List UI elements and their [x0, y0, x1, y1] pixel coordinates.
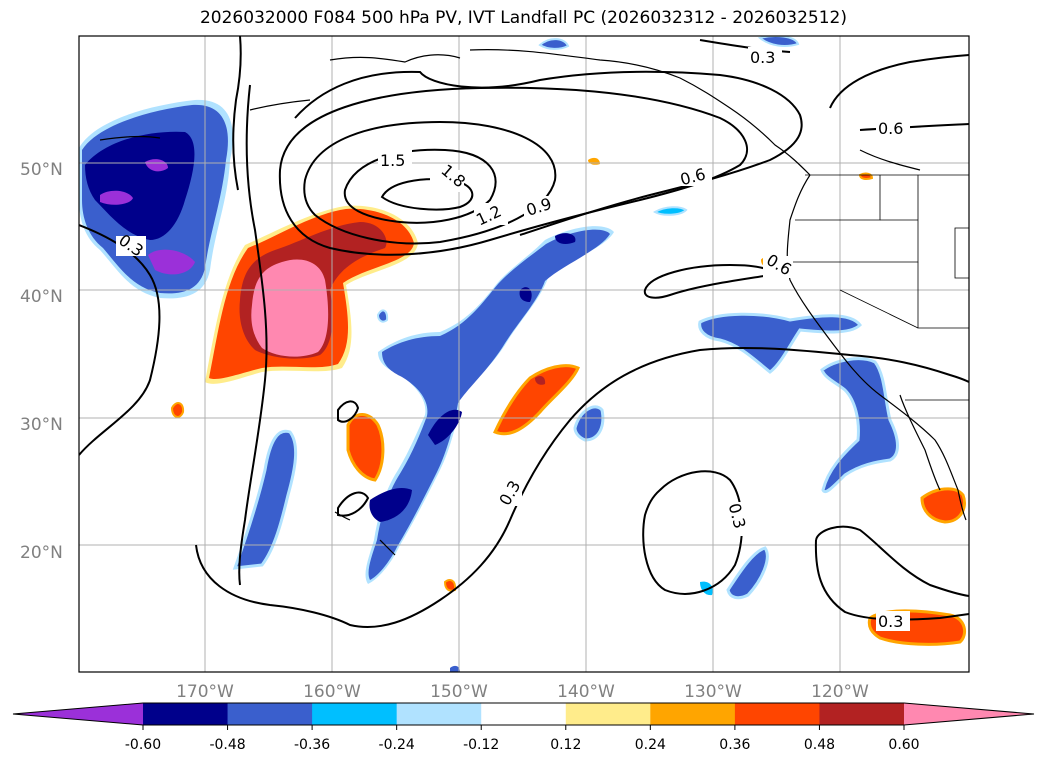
negative-anomaly-small-1: [700, 581, 713, 596]
state-borders: [788, 174, 969, 401]
colorbar-tick-label: 0.48: [804, 737, 835, 753]
colorbar-extend-min: [13, 703, 143, 725]
lat-label-50n: 50°N: [20, 160, 63, 180]
colorbar-tick-label: 0.36: [719, 737, 750, 753]
lon-label-160w: 160°W: [303, 682, 361, 702]
colorbar-segment: [396, 703, 482, 725]
colorbar: -0.60 -0.48 -0.36 -0.24 -0.12 0.12 0.24 0.36 0.4…: [12, 702, 1035, 753]
colorbar-segment: [819, 703, 905, 725]
colorbar-tick-label: -0.12: [463, 737, 499, 753]
colorbar-tick-label: 0.24: [635, 737, 666, 753]
negative-anomaly-small-2: [653, 206, 688, 216]
colorbar-tick-label: 0.60: [888, 737, 919, 753]
colorbar-segment: [565, 703, 651, 725]
negative-anomaly-small-3: [376, 309, 389, 323]
lon-label-150w: 150°W: [430, 682, 488, 702]
colorbar-extend-max: [904, 703, 1034, 725]
positive-anomaly-158w: [346, 413, 385, 482]
positive-anomaly-145w-core: [535, 376, 546, 385]
positive-anomaly-145w: [492, 364, 580, 436]
lon-label-130w: 130°W: [684, 682, 742, 702]
contour-label: 1.5: [380, 151, 405, 170]
contour-label: 0.3: [750, 48, 775, 67]
figure-title: 2026032000 F084 500 hPa PV, IVT Landfall…: [199, 8, 847, 28]
lat-label-20n: 20°N: [20, 543, 63, 563]
lat-label-30n: 30°N: [20, 415, 63, 435]
lon-label-140w: 140°W: [557, 682, 615, 702]
positive-anomaly-small-1: [170, 402, 185, 418]
gridlines: [79, 36, 969, 672]
negative-anomaly-170w: [232, 429, 298, 570]
negative-anomaly-140w: [573, 405, 605, 442]
map-contents: 1.5 1.8 1.2 0.9 0.6 0.3 0.6 0.3 0.3 0.3 …: [79, 36, 969, 672]
colorbar-tick-label: -0.48: [209, 737, 245, 753]
colorbar-tick-label: -0.60: [125, 737, 161, 753]
negative-anomaly-california: [820, 357, 899, 494]
contour-label: 0.3: [878, 612, 903, 631]
colorbar-segment: [312, 703, 398, 725]
negative-anomaly-small-6: [450, 665, 460, 672]
lon-label-120w: 120°W: [811, 682, 869, 702]
lat-label-40n: 40°N: [20, 287, 63, 307]
contour-label: 0.6: [878, 119, 903, 138]
colorbar-segment: [734, 703, 820, 725]
latitude-labels: 20°N 30°N 40°N 50°N: [20, 160, 63, 563]
coastlines: [99, 49, 967, 556]
colorbar-tick-label: -0.36: [294, 737, 330, 753]
longitude-labels: 170°W 160°W 150°W 140°W 130°W 120°W: [176, 682, 869, 702]
colorbar-segment: [650, 703, 736, 725]
colorbar-tick-label: -0.24: [379, 737, 415, 753]
lon-label-170w: 170°W: [176, 682, 234, 702]
negative-anomaly-small-4: [538, 38, 570, 50]
colorbar-segment: [143, 703, 229, 725]
negative-anomaly-125w: [698, 312, 862, 374]
colorbar-segment: [481, 703, 567, 725]
negative-anomaly-130w: [726, 546, 769, 600]
colorbar-segment: [227, 703, 313, 725]
positive-anomaly-small-4: [858, 172, 874, 180]
map-frame: [78, 35, 970, 673]
positive-anomaly-baja: [920, 487, 966, 524]
colorbar-tick-label: 0.12: [550, 737, 581, 753]
